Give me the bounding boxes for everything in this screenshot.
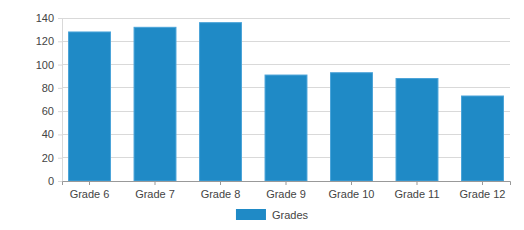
grid: [62, 18, 510, 181]
grid-line: [62, 41, 510, 42]
bar: [134, 27, 176, 181]
plot: 020406080100120140Grade 6Grade 7Grade 8G…: [36, 12, 511, 200]
y-tick-mark: [58, 181, 62, 182]
x-tick-mark: [220, 181, 221, 185]
y-tick-label: 100: [36, 59, 54, 71]
x-tick: Grade 10: [329, 181, 375, 200]
y-tick-mark: [58, 134, 62, 135]
y-tick-mark: [58, 41, 62, 42]
legend-item: Grades: [236, 209, 309, 221]
y-tick-label: 40: [42, 128, 54, 140]
grid-line: [62, 18, 510, 19]
x-tick-mark: [351, 181, 352, 185]
bars: [69, 23, 504, 181]
y-tick: 80: [42, 82, 62, 94]
y-tick-mark: [58, 65, 62, 66]
y-tick: 140: [36, 12, 62, 24]
x-tick-label: Grade 7: [135, 188, 175, 200]
y-axis: 0 20 40 60 80 100 120 140: [36, 12, 63, 187]
y-tick: 20: [42, 152, 62, 164]
x-tick-mark: [155, 181, 156, 185]
bar: [200, 23, 242, 181]
x-tick-label: Grade 6: [70, 188, 110, 200]
y-tick-mark: [58, 88, 62, 89]
bar: [331, 73, 373, 181]
y-tick-label: 140: [36, 12, 54, 24]
y-tick-mark: [58, 111, 62, 112]
x-tick: Grade 8: [201, 181, 241, 200]
x-tick: Grade 9: [266, 181, 306, 200]
x-tick: Grade 12: [460, 181, 506, 200]
y-tick-label: 20: [42, 152, 54, 164]
y-tick: 0: [48, 175, 62, 187]
bar: [396, 79, 438, 181]
x-tick-label: Grade 11: [394, 188, 439, 200]
y-tick: 40: [42, 128, 62, 140]
y-tick: 60: [42, 105, 62, 117]
y-axis-line: [58, 19, 63, 182]
x-tick-mark: [89, 181, 90, 185]
y-tick: 120: [36, 35, 62, 47]
x-tick-label: Grade 12: [460, 188, 506, 200]
bar: [462, 96, 504, 181]
y-tick: 100: [36, 59, 62, 71]
x-axis: Grade 6 Grade 7 Grade 8 Grade 9 Grade 10 Grad…: [63, 181, 511, 200]
x-tick-label: Grade 9: [266, 188, 306, 200]
y-tick-label: 120: [36, 35, 54, 47]
y-tick-label: 80: [42, 82, 54, 94]
bar: [69, 32, 111, 181]
y-tick-label: 60: [42, 105, 54, 117]
grid-line: [62, 64, 510, 65]
x-tick: Grade 6: [70, 181, 110, 200]
x-tick-mark: [286, 181, 287, 185]
legend-swatch: [236, 209, 266, 220]
y-tick-mark: [58, 18, 62, 19]
bar: [265, 75, 307, 181]
x-tick-label: Grade 10: [329, 188, 375, 200]
x-axis-line: [63, 182, 511, 186]
y-tick-mark: [58, 158, 62, 159]
x-tick: Grade 7: [135, 181, 175, 200]
x-tick: Grade 11: [394, 181, 439, 200]
legend: Grades: [236, 209, 309, 221]
legend-label: Grades: [272, 209, 309, 221]
y-tick-label: 0: [48, 175, 54, 187]
x-tick-mark: [416, 181, 417, 185]
chart: 020406080100120140Grade 6Grade 7Grade 8G…: [0, 0, 524, 230]
x-tick-label: Grade 8: [201, 188, 241, 200]
x-tick-mark: [482, 181, 483, 185]
